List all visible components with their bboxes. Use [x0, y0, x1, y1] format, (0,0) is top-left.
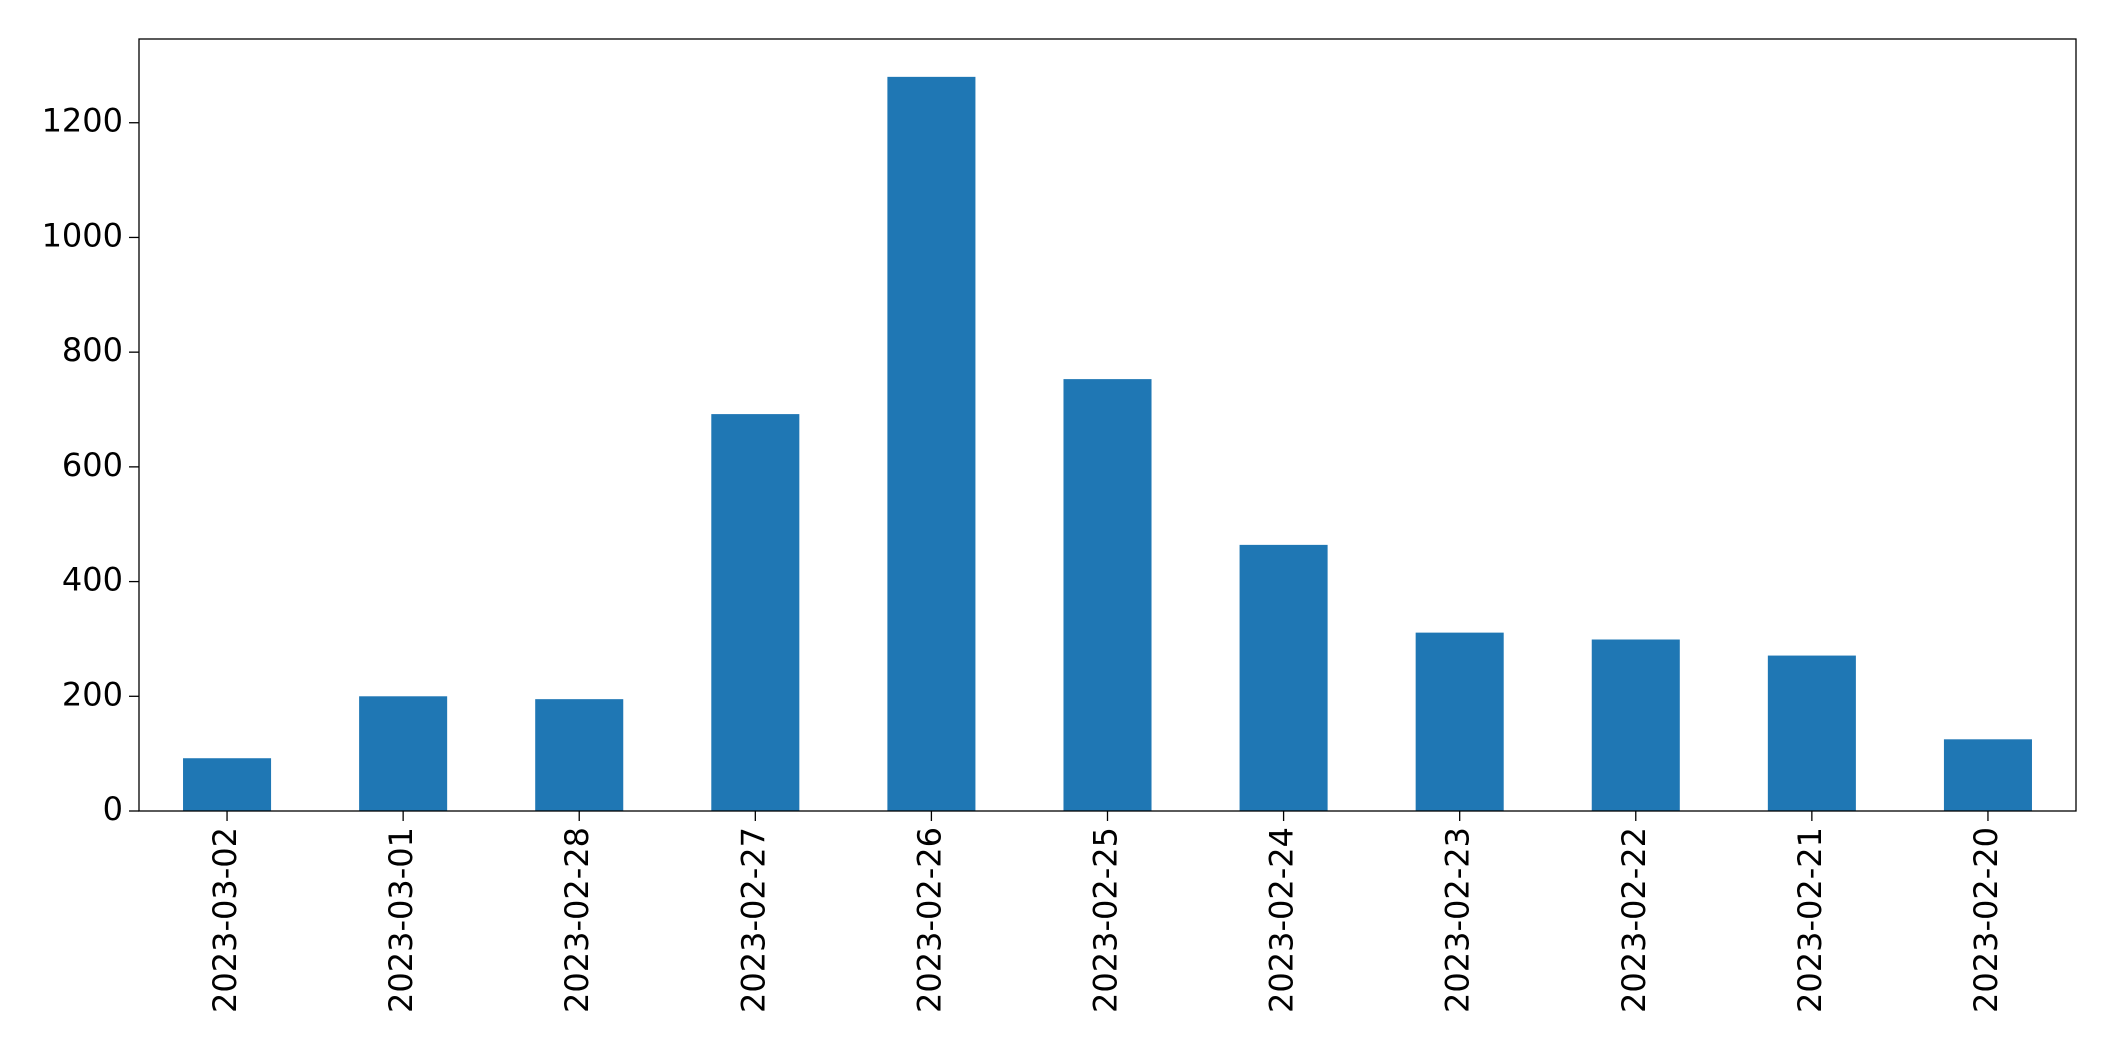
x-tick-label: 2023-02-25: [1087, 827, 1125, 1013]
plot-frame: [138, 38, 2077, 812]
y-tick-label: 1200: [42, 102, 123, 140]
bar: [1063, 379, 1152, 811]
bar: [1943, 739, 2032, 811]
x-tick-label: 2023-02-21: [1791, 827, 1829, 1013]
x-tick-label: 2023-03-02: [206, 827, 244, 1013]
x-tick-label: 2023-02-28: [558, 827, 596, 1013]
bar: [1239, 544, 1328, 811]
y-tick-label: 600: [62, 446, 123, 484]
bar: [359, 696, 448, 811]
bar: [887, 76, 976, 812]
bar: [1591, 639, 1680, 811]
x-tick-label: 2023-02-26: [910, 827, 948, 1013]
x-tick-label: 2023-02-20: [1967, 827, 2005, 1013]
y-tick-label: 800: [62, 331, 123, 369]
bar: [535, 699, 624, 811]
y-tick-label: 1000: [42, 216, 123, 254]
x-tick-label: 2023-02-24: [1263, 827, 1301, 1013]
y-tick-label: 400: [62, 561, 123, 599]
y-tick-label: 0: [103, 790, 123, 828]
bar: [1415, 632, 1504, 811]
x-tick-label: 2023-03-01: [382, 827, 420, 1013]
bar: [1767, 655, 1856, 811]
x-tick-label: 2023-02-22: [1615, 827, 1653, 1013]
y-tick-label: 200: [62, 675, 123, 713]
x-tick-label: 2023-02-23: [1439, 827, 1477, 1013]
x-tick-label: 2023-02-27: [734, 827, 772, 1013]
bar: [183, 758, 272, 811]
bar: [711, 414, 800, 811]
